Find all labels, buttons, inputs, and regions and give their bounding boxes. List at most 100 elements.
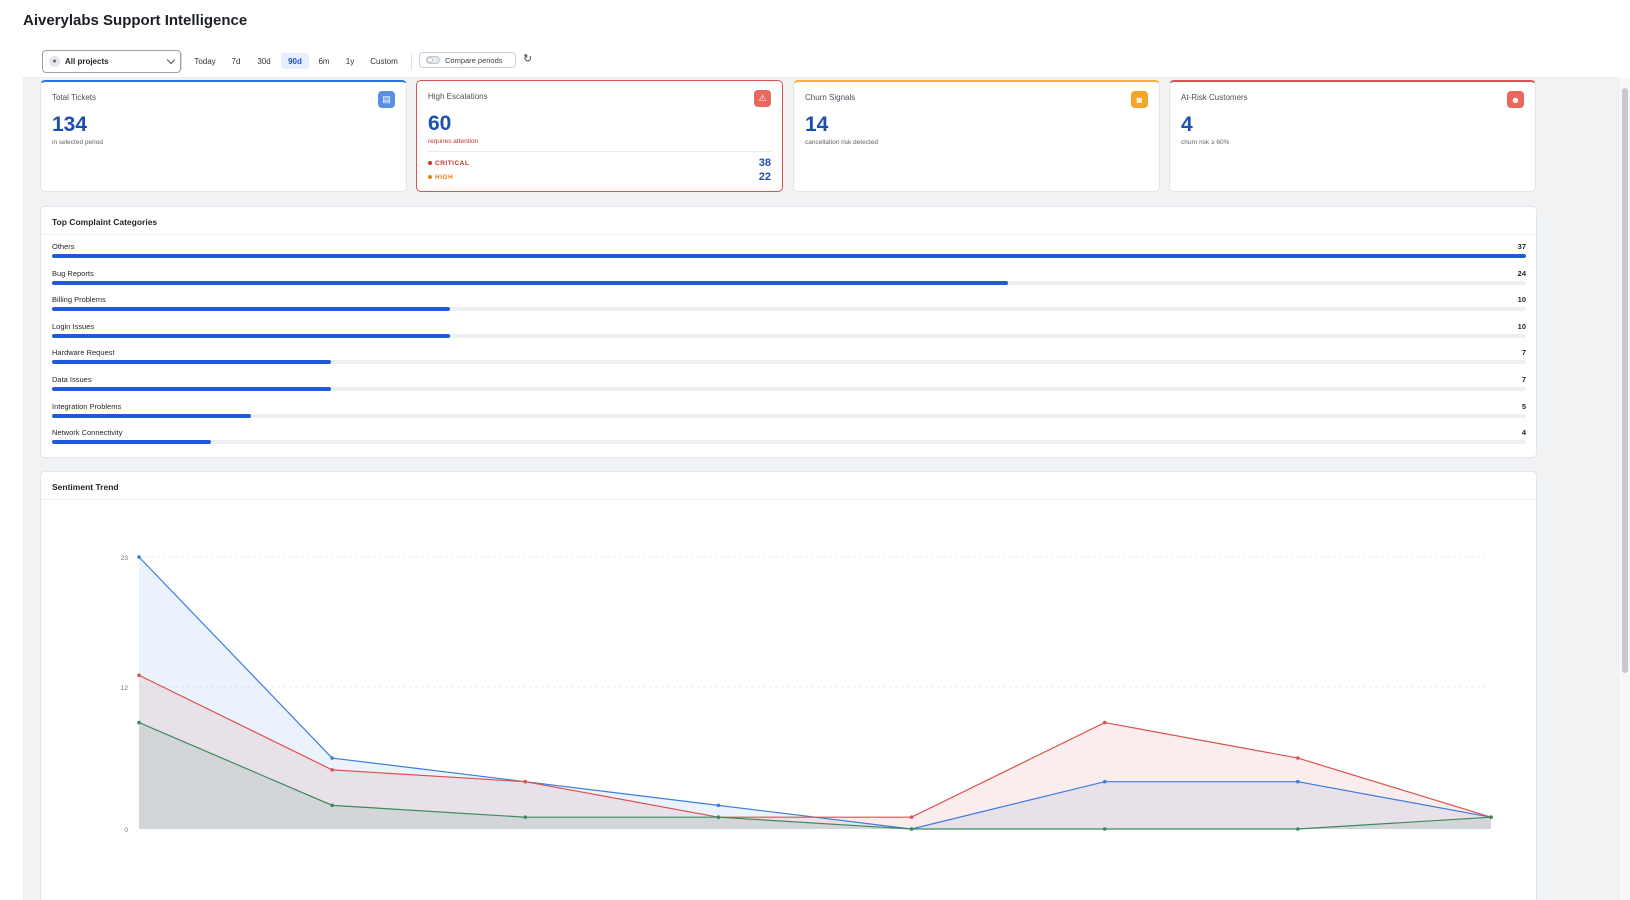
data-point[interactable] [1102, 720, 1107, 725]
range-custom-button[interactable]: Custom [370, 56, 398, 66]
complaint-label: Data Issues [52, 375, 92, 384]
kpi-title: Churn Signals [805, 93, 856, 102]
complaint-label: Billing Problems [52, 295, 106, 305]
series-line [138, 722, 1492, 830]
data-point[interactable] [137, 555, 141, 559]
toggle-switch[interactable] [426, 56, 440, 64]
sentiment-panel: Sentiment Trend 0 12 23 [40, 471, 1537, 900]
complaint-label: Hardware Request [52, 348, 115, 358]
refresh-icon[interactable]: ↻ [523, 53, 533, 65]
data-point[interactable] [1296, 827, 1300, 831]
escalation-label: HIGH [435, 173, 454, 181]
churn-icon: ◙ [1131, 91, 1148, 108]
complaint-row: Login Issues 10 [52, 322, 1526, 346]
kpi-value: 4 [1181, 113, 1193, 136]
complaint-bar-fill [52, 413, 252, 418]
complaint-row: Data Issues 7 [52, 375, 1526, 399]
complaint-bar-track [52, 413, 1526, 418]
complaint-row: Others 37 [52, 242, 1526, 266]
complaint-label: Login Issues [52, 321, 95, 331]
chevron-down-icon [166, 55, 176, 65]
kpi-card-churn-signals: Churn Signals ◙ 14 cancellation risk det… [793, 80, 1160, 192]
complaint-bar-fill [52, 440, 212, 445]
complaint-count: 7 [1521, 348, 1526, 358]
complaint-row: Billing Problems 10 [52, 295, 1526, 319]
complaint-count: 7 [1521, 375, 1526, 384]
complaint-count: 10 [1517, 295, 1526, 305]
kpi-title: Total Tickets [52, 93, 97, 102]
series-area [139, 722, 1491, 829]
range-1y-button[interactable]: 1y [345, 56, 355, 66]
data-point[interactable] [137, 720, 141, 725]
complaint-bar-fill [52, 254, 1526, 258]
escalation-label: CRITICAL [435, 159, 470, 167]
toolbar-divider [411, 53, 412, 70]
data-point[interactable] [716, 815, 721, 819]
complaint-bar-fill [52, 360, 331, 365]
data-point[interactable] [330, 803, 334, 808]
data-point[interactable] [909, 827, 914, 831]
compare-periods-toggle[interactable]: Compare periods [419, 52, 516, 68]
escalation-critical-row: CRITICAL 38 [428, 156, 771, 170]
data-point[interactable] [523, 815, 528, 819]
y-tick-label: 23 [121, 555, 129, 562]
range-7d-button[interactable]: 7d [231, 56, 241, 66]
data-point[interactable] [909, 815, 914, 819]
y-tick-label: 12 [121, 685, 129, 692]
kpi-subtitle: requires attention [428, 138, 479, 145]
divider [428, 151, 771, 152]
kpi-card-total-tickets: Total Tickets ▤ 134 in selected period [40, 80, 407, 192]
kpi-value: 14 [805, 113, 829, 136]
data-point[interactable] [1102, 779, 1107, 784]
y-tick-label: 0 [124, 827, 128, 834]
ticket-icon: ▤ [378, 91, 395, 108]
scrollbar-thumb[interactable] [1622, 88, 1628, 673]
customers-icon: ☻ [1507, 91, 1524, 108]
compare-periods-label: Compare periods [445, 55, 503, 65]
complaint-bar-track [52, 280, 1526, 285]
kpi-subtitle: churn risk ≥ 60% [1181, 139, 1230, 146]
range-6m-button[interactable]: 6m [318, 56, 330, 66]
range-today-button[interactable]: Today [194, 56, 216, 66]
kpi-card-high-escalations: High Escalations ⚠ 60 requires attention… [416, 80, 783, 192]
kpi-card-at-risk-customers: At-Risk Customers ☻ 4 churn risk ≥ 60% [1169, 80, 1536, 192]
data-point[interactable] [1489, 815, 1493, 819]
scrollbar[interactable] [1618, 78, 1630, 900]
high-dot-icon [428, 175, 432, 179]
kpi-subtitle: in selected period [52, 139, 103, 146]
complaint-bar-fill [52, 307, 451, 312]
complaint-row: Bug Reports 24 [52, 269, 1526, 293]
complaint-count: 10 [1517, 321, 1526, 331]
kpi-title: High Escalations [428, 92, 488, 101]
complaint-bar-track [52, 387, 1526, 391]
complaint-bar-track [52, 440, 1526, 445]
data-point[interactable] [716, 803, 721, 808]
escalation-count: 22 [758, 171, 771, 183]
data-point[interactable] [137, 673, 141, 678]
complaint-bar-fill [52, 333, 451, 338]
data-point[interactable] [1296, 756, 1300, 760]
data-point[interactable] [330, 768, 334, 772]
complaint-count: 4 [1521, 428, 1526, 438]
divider [41, 234, 1536, 235]
complaint-bar-fill [52, 280, 1009, 285]
complaint-label: Integration Problems [52, 401, 122, 411]
data-point[interactable] [1296, 779, 1300, 784]
series-area [139, 557, 1491, 829]
panel-title: Top Complaint Categories [52, 217, 158, 227]
complaint-row: Hardware Request 7 [52, 348, 1526, 372]
dashboard-content: Total Tickets ▤ 134 in selected period H… [23, 78, 1618, 900]
data-point[interactable] [523, 779, 528, 784]
globe-icon: ● [49, 56, 60, 67]
range-30d-button[interactable]: 30d [257, 56, 271, 66]
project-select-value: All projects [65, 57, 109, 66]
sentiment-chart: 0 12 23 [121, 555, 1493, 834]
data-point[interactable] [1102, 827, 1107, 831]
kpi-subtitle: cancellation risk detected [805, 139, 878, 146]
complaint-count: 37 [1517, 242, 1526, 251]
filter-toolbar: ● All projects Today 7d 30d 90d 6m 1y Cu… [23, 46, 1618, 78]
range-90d-button[interactable]: 90d [281, 53, 309, 69]
data-point[interactable] [330, 756, 334, 760]
complaint-row: Integration Problems 5 [52, 402, 1526, 426]
project-select[interactable]: ● All projects [42, 50, 181, 73]
